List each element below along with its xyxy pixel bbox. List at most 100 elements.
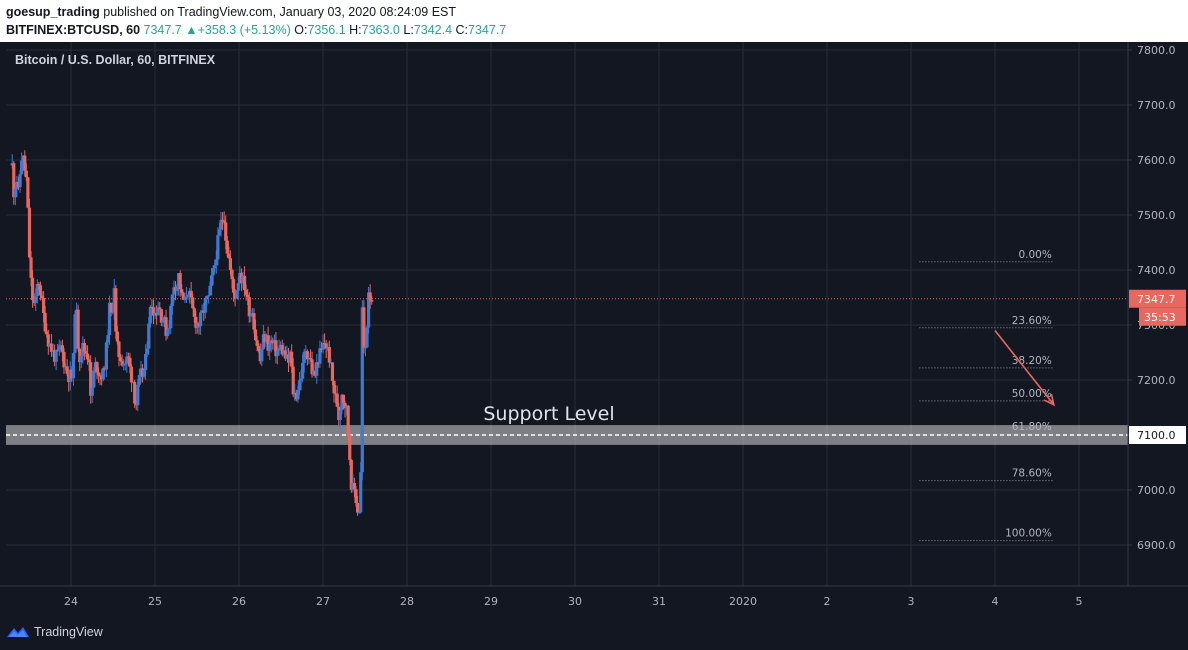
- candle-down: [327, 347, 331, 363]
- candle-up: [125, 356, 129, 364]
- candle-down: [220, 219, 225, 221]
- change-value: +358.3 (+5.13%): [197, 23, 291, 37]
- candle-down: [335, 393, 339, 407]
- candle-down: [24, 170, 28, 178]
- price-tick-label: 7500.0: [1137, 209, 1176, 222]
- candle-up: [360, 307, 364, 473]
- candle-up: [338, 410, 342, 420]
- candle-up: [363, 347, 368, 349]
- tradingview-logo[interactable]: TradingView: [6, 623, 103, 641]
- low-value: 7342.4: [413, 23, 453, 37]
- candle-down: [192, 308, 196, 317]
- candle-down: [49, 343, 54, 353]
- candle-down: [133, 381, 137, 404]
- candle-down: [255, 340, 259, 346]
- candle-up: [107, 302, 112, 336]
- candle-down: [368, 292, 372, 301]
- candle-down: [27, 207, 32, 258]
- candle-down: [225, 240, 229, 254]
- candle-down: [159, 309, 163, 323]
- price-chart[interactable]: Support Level 0.00% 23.60% 38.20% 50.00% 61.…: [0, 42, 1188, 614]
- candle-down: [252, 313, 256, 330]
- candle-down: [158, 307, 162, 310]
- candle-up: [148, 306, 152, 324]
- fib-level-label: 61.80%: [1012, 421, 1052, 433]
- candle-up: [137, 375, 141, 385]
- candle-down: [349, 459, 353, 490]
- projection-arrow-shaft: [994, 330, 1055, 406]
- candle-down: [84, 351, 88, 354]
- published-text: published on TradingView.com, January 03…: [103, 5, 457, 19]
- time-tick-label: 31: [652, 595, 666, 608]
- candle-down: [189, 290, 193, 298]
- fib-level-label: 38.20%: [1012, 355, 1052, 367]
- candle-up: [268, 343, 272, 351]
- change-arrow-icon: ▲: [185, 23, 198, 37]
- candle-up: [184, 296, 189, 298]
- candle-up: [301, 362, 305, 379]
- candle-down: [37, 283, 41, 286]
- candle-down: [348, 435, 352, 460]
- candle-down: [178, 273, 182, 290]
- candle-up: [321, 343, 325, 350]
- author-name[interactable]: goesup_trading: [6, 5, 100, 19]
- candle-down: [129, 366, 134, 383]
- candle-down: [246, 294, 250, 298]
- candle-up: [208, 285, 212, 296]
- candle-down: [62, 351, 66, 368]
- support-price-badge: [1129, 426, 1186, 444]
- candle-down: [89, 362, 93, 396]
- candle-up: [136, 384, 140, 406]
- candle-up: [161, 320, 165, 323]
- fib-level-label: 50.00%: [1012, 388, 1052, 400]
- candle-up: [198, 312, 203, 327]
- support-label: Support Level: [483, 403, 614, 425]
- price-axis[interactable]: 6900.07000.07100.07200.07300.07400.07500…: [1128, 44, 1186, 552]
- time-tick-label: 24: [64, 595, 78, 608]
- candle-down: [310, 359, 314, 375]
- candle-down: [291, 366, 295, 395]
- tradingview-brand: TradingView: [34, 625, 103, 639]
- candle-down: [362, 307, 366, 348]
- candle-up: [318, 348, 322, 364]
- symbol-name[interactable]: BITFINEX:BTCUSD, 60: [6, 23, 141, 37]
- price-tick-label: 7800.0: [1137, 44, 1176, 57]
- candle-up: [156, 307, 160, 316]
- candle-up: [175, 286, 179, 291]
- candle-up: [209, 275, 214, 286]
- candle-down: [227, 253, 231, 259]
- candle-up: [20, 160, 24, 175]
- candle-down: [117, 341, 121, 358]
- candle-down: [355, 502, 360, 513]
- candle-down: [12, 163, 16, 198]
- candle-down: [354, 489, 358, 503]
- chart-title: Bitcoin / U.S. Dollar, 60, BITFINEX: [15, 53, 216, 67]
- candle-down: [323, 343, 327, 345]
- candle-up: [123, 363, 127, 365]
- open-label: O:: [294, 23, 308, 37]
- candle-down: [180, 289, 184, 293]
- candle-down: [41, 298, 46, 314]
- candle-up: [249, 315, 253, 317]
- candle-down: [352, 482, 357, 490]
- candle-up: [297, 380, 302, 391]
- candle-up: [145, 348, 149, 354]
- candle-down: [38, 285, 43, 296]
- current-price-badge: [1129, 289, 1186, 308]
- candle-down: [253, 329, 258, 341]
- candle-down: [126, 356, 130, 358]
- last-price: 7347.7: [143, 23, 182, 37]
- candlestick-series: [10, 150, 374, 516]
- countdown-value: 35:53: [1144, 311, 1176, 324]
- fibonacci-retracement[interactable]: 0.00% 23.60% 38.20% 50.00% 61.80% 78.60% 100.0…: [919, 249, 1054, 542]
- price-tick-label: 7600.0: [1137, 154, 1176, 167]
- candle-down: [283, 350, 287, 359]
- candle-down: [305, 351, 309, 360]
- time-tick-label: 25: [148, 595, 162, 608]
- candle-down: [118, 357, 123, 362]
- time-axis[interactable]: 24 25 26 27 28 29 30 31 2020 2 3 4 5: [64, 595, 1083, 608]
- projection-arrow-head: [1043, 393, 1055, 407]
- candle-down: [194, 316, 198, 328]
- support-price-label: 7100.0: [1137, 429, 1176, 442]
- time-tick-label: 4: [992, 595, 999, 608]
